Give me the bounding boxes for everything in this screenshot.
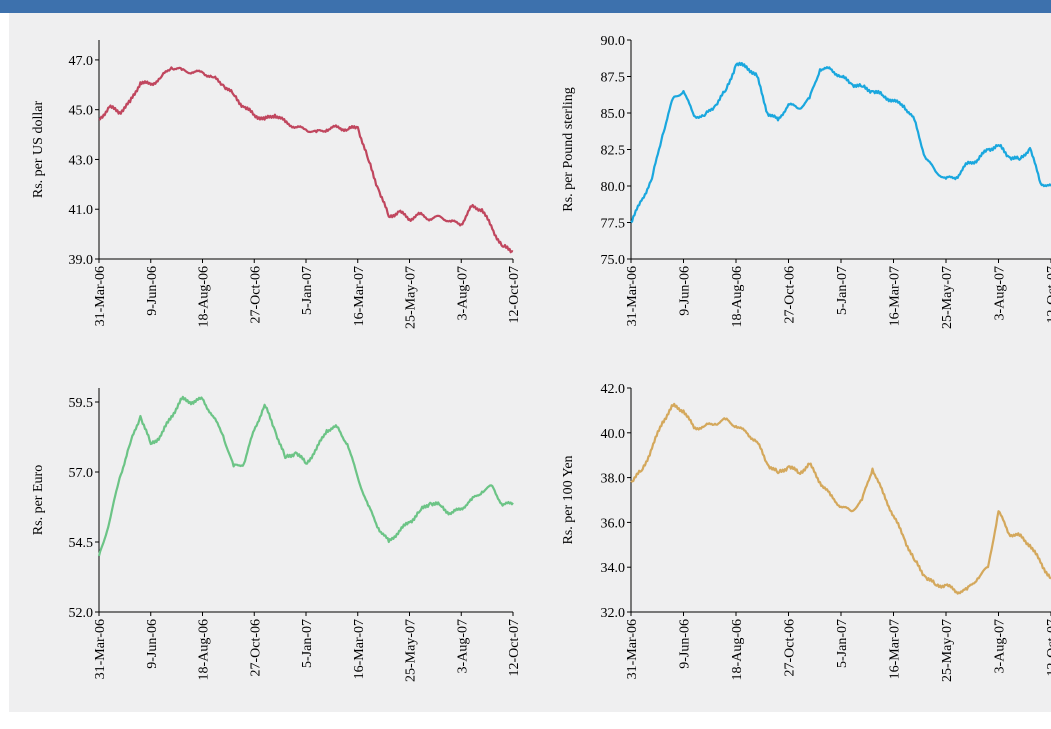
y-tick-label: 45.0	[69, 104, 94, 119]
x-tick-label: 18-Aug-06	[730, 619, 745, 680]
x-tick-label: 12-Oct-07	[507, 266, 522, 324]
y-tick-label: 52.0	[69, 606, 94, 621]
x-tick-label: 3-Aug-07	[993, 266, 1008, 320]
y-tick-label: 36.0	[601, 516, 626, 531]
x-tick-label: 25-May-07	[940, 619, 955, 682]
y-tick-label: 75.0	[601, 253, 626, 268]
x-tick-label: 5-Jan-07	[835, 619, 850, 668]
x-tick-label: 5-Jan-07	[835, 266, 850, 315]
y-tick-label: 54.5	[69, 536, 94, 551]
chart-2: 75.0 77.5 80.0 82.5 85.0 87.5 90.0 31-Mar-06 9-J…	[561, 34, 1051, 329]
y-tick-label: 41.0	[69, 203, 94, 218]
y-axis-label: Rs. per US dollar	[31, 101, 46, 199]
y-tick-label: 59.5	[69, 396, 94, 411]
x-tick-label: 31-Mar-06	[625, 619, 640, 679]
y-tick-label: 40.0	[601, 427, 626, 442]
x-tick-label: 27-Oct-06	[783, 619, 798, 677]
y-tick-label: 82.5	[601, 144, 626, 159]
y-tick-label: 39.0	[69, 253, 94, 268]
y-axis-label: Rs. per 100 Yen	[561, 455, 576, 544]
x-tick-label: 12-Oct-07	[507, 619, 522, 677]
chart-panel	[9, 13, 1051, 712]
x-tick-label: 31-Mar-06	[625, 266, 640, 326]
y-tick-label: 38.0	[601, 472, 626, 487]
x-tick-label: 3-Aug-07	[455, 619, 470, 673]
series-line	[97, 395, 514, 557]
x-tick-label: 25-May-07	[404, 619, 419, 682]
y-axis-label: Rs. per Euro	[31, 465, 46, 535]
y-tick-label: 80.0	[601, 180, 626, 195]
x-tick-label: 9-Jun-06	[145, 619, 160, 669]
x-tick-label: 31-Mar-06	[93, 266, 108, 326]
chart-3: 52.0 54.5 57.0 59.5 31-Mar-06 9-Jun-06 18-Aug-…	[31, 388, 522, 682]
x-tick-label: 5-Jan-07	[300, 266, 315, 315]
x-tick-label: 25-May-07	[404, 266, 419, 329]
x-tick-label: 16-Mar-07	[888, 266, 903, 326]
x-tick-label: 9-Jun-06	[145, 266, 160, 316]
y-tick-label: 77.5	[601, 217, 626, 232]
chart-4: 32.0 34.0 36.0 38.0 40.0 42.0 31-Mar-06 9-Jun-0…	[561, 382, 1051, 682]
series-line	[630, 402, 1051, 595]
series-line	[630, 61, 1051, 224]
x-tick-label: 16-Mar-07	[352, 619, 367, 679]
x-tick-label: 27-Oct-06	[783, 266, 798, 324]
y-axis-label: Rs. per Pound sterling	[561, 87, 576, 211]
x-tick-label: 12-Oct-07	[1045, 619, 1051, 677]
x-tick-label: 18-Aug-06	[197, 266, 212, 327]
y-tick-label: 47.0	[69, 54, 94, 69]
y-tick-label: 85.0	[601, 107, 626, 122]
x-tick-label: 12-Oct-07	[1045, 266, 1051, 324]
x-tick-label: 16-Mar-07	[352, 266, 367, 326]
x-tick-label: 9-Jun-06	[678, 619, 693, 669]
y-tick-label: 42.0	[601, 382, 626, 397]
x-tick-label: 27-Oct-06	[248, 619, 263, 677]
chart-1: 39.0 41.0 43.0 45.0 47.0 31-Mar-06 9-Jun-06 18-…	[31, 40, 522, 329]
x-tick-label: 16-Mar-07	[888, 619, 903, 679]
x-tick-label: 9-Jun-06	[678, 266, 693, 316]
x-tick-label: 18-Aug-06	[730, 266, 745, 327]
y-tick-label: 87.5	[601, 71, 626, 86]
header-band	[0, 0, 1051, 13]
x-tick-label: 3-Aug-07	[993, 619, 1008, 673]
x-tick-label: 25-May-07	[940, 266, 955, 329]
y-tick-label: 43.0	[69, 153, 94, 168]
y-tick-label: 32.0	[601, 606, 626, 621]
x-tick-label: 31-Mar-06	[93, 619, 108, 679]
x-tick-label: 3-Aug-07	[455, 266, 470, 320]
x-tick-label: 5-Jan-07	[300, 619, 315, 668]
series-line	[98, 66, 514, 254]
y-tick-label: 57.0	[69, 466, 94, 481]
y-tick-label: 34.0	[601, 561, 626, 576]
y-tick-label: 90.0	[601, 34, 626, 49]
x-tick-label: 27-Oct-06	[248, 266, 263, 324]
x-tick-label: 18-Aug-06	[197, 619, 212, 680]
